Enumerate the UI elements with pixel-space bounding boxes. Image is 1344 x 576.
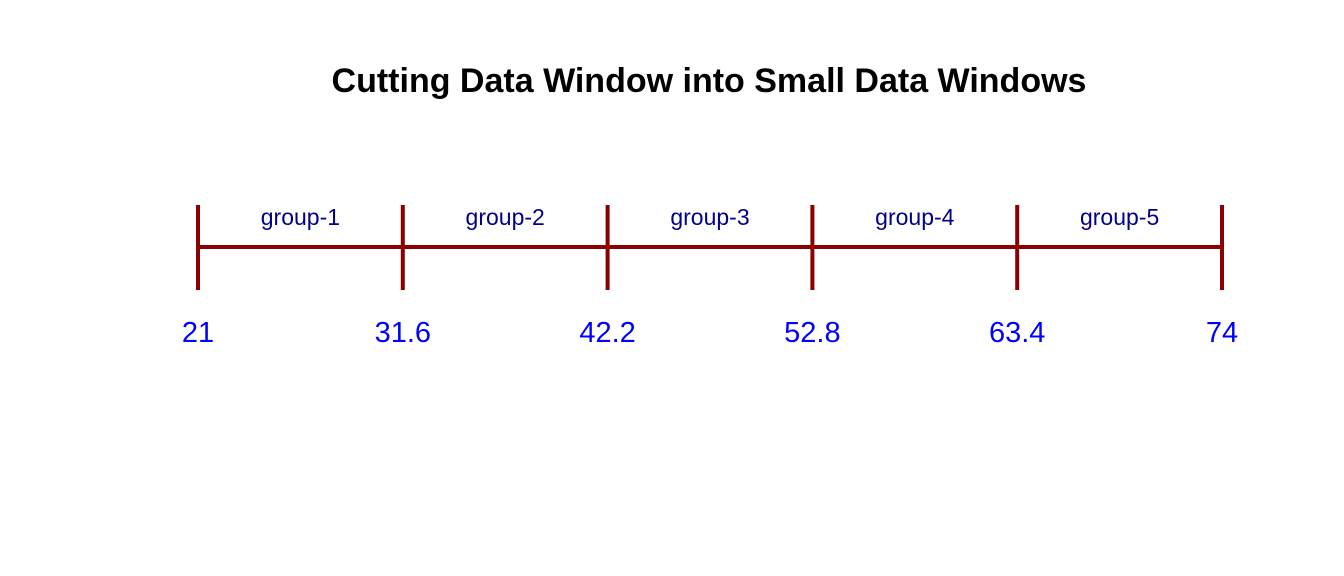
group-label: group-5 (1080, 204, 1159, 230)
group-labels: group-1 group-2 group-3 group-4 group-5 (261, 204, 1159, 230)
break-label: 52.8 (784, 317, 840, 349)
group-label: group-2 (466, 204, 545, 230)
break-label: 31.6 (375, 317, 431, 349)
group-label: group-3 (670, 204, 749, 230)
diagram-title: Cutting Data Window into Small Data Wind… (332, 62, 1087, 100)
break-label: 74 (1206, 317, 1238, 349)
break-label: 42.2 (579, 317, 635, 349)
group-label: group-1 (261, 204, 340, 230)
break-label: 21 (182, 317, 214, 349)
break-labels: 21 31.6 42.2 52.8 63.4 74 (182, 317, 1238, 349)
group-label: group-4 (875, 204, 954, 230)
break-label: 63.4 (989, 317, 1045, 349)
number-line (196, 205, 1224, 290)
